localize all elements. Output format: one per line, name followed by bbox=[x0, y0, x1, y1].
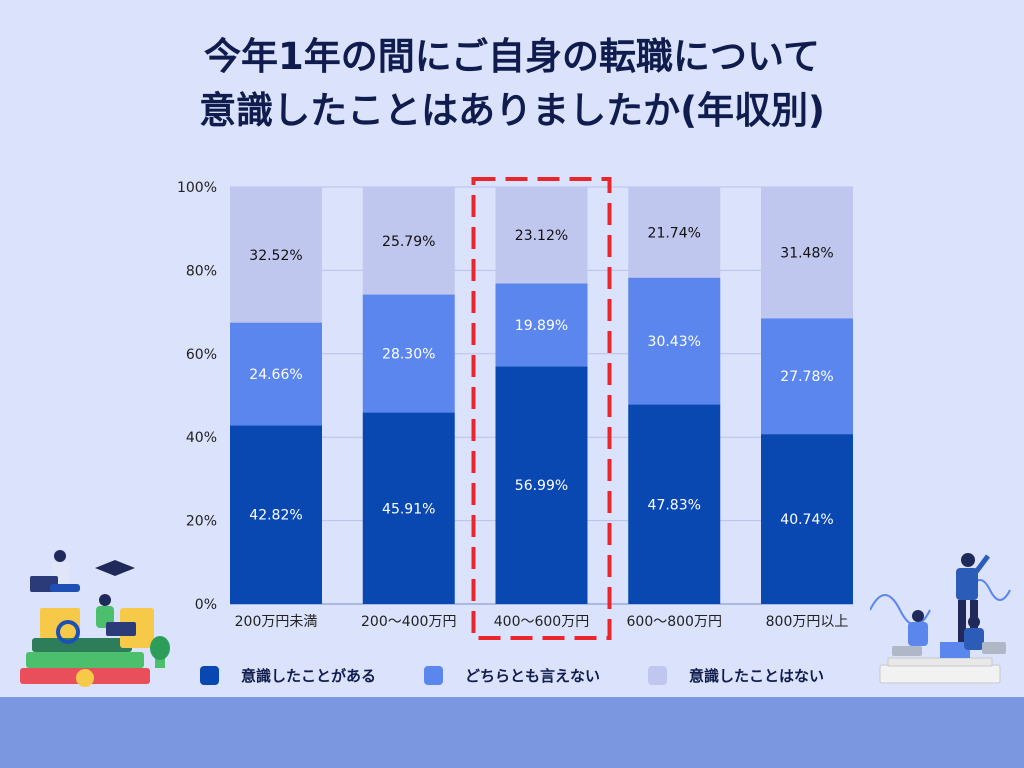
legend-swatch-not-aware bbox=[648, 665, 668, 685]
y-tick-label: 0% bbox=[195, 597, 217, 613]
legend-item-not-aware: 意識したことはない bbox=[648, 665, 824, 686]
bar-segment bbox=[495, 283, 588, 367]
data-label: 31.48% bbox=[780, 246, 833, 262]
legend-swatch-neutral bbox=[424, 665, 444, 685]
x-tick-label: 200万円未満 bbox=[235, 614, 318, 630]
students-illustration bbox=[20, 550, 170, 687]
data-label: 23.12% bbox=[515, 228, 568, 244]
chart-legend: 意識したことがある どちらとも言えない 意識したことはない bbox=[200, 662, 872, 688]
business-people-illustration bbox=[870, 553, 1011, 684]
data-label: 47.83% bbox=[648, 497, 701, 513]
bar-segment bbox=[230, 187, 322, 323]
data-label: 21.74% bbox=[648, 225, 701, 241]
bar-segment bbox=[362, 412, 455, 604]
x-tick-label: 800万円以上 bbox=[766, 614, 849, 630]
bar-segment bbox=[495, 187, 588, 284]
y-tick-label: 20% bbox=[186, 514, 217, 530]
data-label: 56.99% bbox=[515, 478, 568, 494]
bar-segment bbox=[362, 294, 455, 413]
bar-segment bbox=[495, 366, 588, 604]
y-tick-label: 100% bbox=[177, 180, 217, 196]
bar-segment bbox=[628, 187, 721, 278]
data-label: 25.79% bbox=[382, 234, 435, 250]
bar-segment bbox=[761, 434, 853, 604]
data-label: 27.78% bbox=[780, 369, 833, 385]
bar-segment bbox=[628, 404, 721, 604]
legend-label-neutral: どちらとも言えない bbox=[465, 666, 601, 685]
y-tick-label: 80% bbox=[186, 263, 217, 279]
x-tick-label: 200〜400万円 bbox=[361, 614, 456, 630]
data-label: 32.52% bbox=[249, 248, 302, 264]
data-label: 45.91% bbox=[382, 501, 435, 517]
data-label: 19.89% bbox=[515, 318, 568, 334]
footer-band bbox=[0, 697, 1024, 768]
bar-segment bbox=[230, 322, 322, 426]
chart-title: 今年1年の間にご自身の転職について 意識したことはありましたか(年収別) bbox=[0, 30, 1024, 138]
bar-segment bbox=[230, 425, 322, 604]
y-tick-label: 60% bbox=[186, 347, 217, 363]
data-label: 24.66% bbox=[249, 367, 302, 383]
highlight-box bbox=[471, 177, 612, 640]
y-tick-label: 40% bbox=[186, 430, 217, 446]
x-tick-label: 400〜600万円 bbox=[494, 614, 589, 630]
data-label: 28.30% bbox=[382, 347, 435, 363]
bar-segment bbox=[628, 277, 721, 405]
data-label: 42.82% bbox=[249, 508, 302, 524]
x-tick-label: 600〜800万円 bbox=[627, 614, 722, 630]
bar-segment bbox=[761, 318, 853, 435]
legend-label-aware: 意識したことがある bbox=[241, 666, 377, 685]
legend-item-aware: 意識したことがある bbox=[200, 665, 376, 686]
bar-segment bbox=[362, 187, 455, 295]
legend-label-not-aware: 意識したことはない bbox=[689, 666, 825, 685]
title-line-1: 今年1年の間にご自身の転職について bbox=[204, 35, 820, 78]
title-line-2: 意識したことはありましたか(年収別) bbox=[199, 89, 825, 132]
data-label: 40.74% bbox=[780, 512, 833, 528]
legend-swatch-aware bbox=[200, 665, 219, 685]
legend-item-neutral: どちらとも言えない bbox=[424, 665, 600, 686]
data-label: 30.43% bbox=[648, 334, 701, 350]
bar-segment bbox=[761, 187, 853, 319]
